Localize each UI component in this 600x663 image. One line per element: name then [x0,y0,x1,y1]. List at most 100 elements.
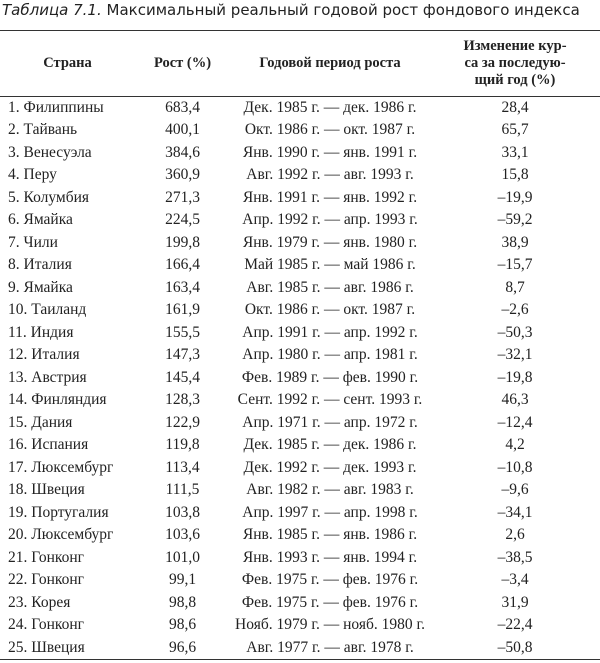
table-cell: 14. Финляндия [8,391,107,409]
table: Страна Рост (%) Годовой период роста Измене… [0,30,600,660]
column-header: Рост (%) [135,31,230,97]
table-cell: Дек. 1985 г. — дек. 1986 г. [243,436,417,454]
table-cell: Май 1985 г. — май 1986 г. [244,256,416,274]
table-row: 3. Венесуэла 384,6 Янв. 1990 г. — янв. 199… [0,142,600,165]
table-cell: 33,1 [501,143,529,161]
table-cell: 111,5 [165,481,200,499]
table-cell: 2. Тайвань [8,121,78,139]
table-cell: Апр. 1980 г. — апр. 1981 г. [242,346,418,364]
table-cell: 683,4 [165,99,200,116]
table-cell: –19,9 [497,188,533,206]
table-cell: –38,5 [497,548,533,566]
table-cell: Янв. 1993 г. — янв. 1994 г. [242,548,418,566]
table-cell: Фев. 1975 г. — фев. 1976 г. [241,593,419,611]
table-cell: 17. Люксембург [8,458,114,476]
table-cell: Апр. 1991 г. — апр. 1992 г. [242,323,418,341]
table-row: 20. Люксембург 103,6 Янв. 1985 г. — янв. 1… [0,524,600,547]
table-cell: 23. Корея [8,593,71,611]
table-cell: 65,7 [501,121,529,139]
table-row: 21. Гонконг 101,0 Янв. 1993 г. — янв. 1994… [0,547,600,570]
table-cell: 161,9 [165,301,200,319]
table-cell: Апр. 1992 г. — апр. 1993 г. [242,211,418,229]
table-cell: Апр. 1997 г. — апр. 1998 г. [242,503,418,521]
header-row: Страна Рост (%) Годовой период роста Измене… [0,30,600,97]
table-cell: 18. Швеция [8,481,85,499]
table-cell: 31,9 [501,593,529,611]
table-row: 25. Швеция 96,6 Авг. 1977 г. — авг. 1978 г… [0,637,600,659]
table-cell: –10,8 [497,458,533,476]
table-cell: 119,8 [165,436,200,454]
table-cell: 271,3 [165,188,200,206]
table-cell: 28,4 [501,99,529,116]
table-row: 10. Таиланд 161,9 Окт. 1986 г. — окт. 1987… [0,299,600,322]
table-row: 6. Ямайка 224,5 Апр. 1992 г. — апр. 1993 г… [0,209,600,232]
header-line: щий год (%) [474,72,556,88]
table-cell: 224,5 [165,211,200,229]
table-cell: –15,7 [497,256,533,274]
table-cell: Окт. 1986 г. — окт. 1987 г. [244,301,416,319]
table-cell: –9,6 [501,481,529,499]
table-cell: 5. Колумбия [8,188,90,206]
table-cell: –59,2 [497,211,533,229]
table-cell: 12. Италия [8,346,80,364]
table-cell: 384,6 [165,143,200,161]
table-cell: 16. Испания [8,436,89,454]
table-cell: 98,8 [168,593,197,611]
table-cell: Янв. 1990 г. — янв. 1991 г. [242,143,418,161]
header-line: са за последую- [464,55,566,71]
table-cell: 4,2 [505,436,525,454]
table-cell: Авг. 1982 г. — авг. 1983 г. [246,481,414,499]
table-cell: Дек. 1992 г. — дек. 1993 г. [243,458,417,476]
table-row: 11. Индия 155,5 Апр. 1991 г. — апр. 1992 г… [0,322,600,345]
table-cell: 400,1 [165,121,200,139]
table-cell: 101,0 [165,548,200,566]
table-cell: –19,8 [497,368,533,386]
table-cell: –2,6 [501,301,529,319]
header-line: Страна [43,55,92,71]
table-cell: 11. Индия [8,323,74,341]
table-row: 23. Корея 98,8 Фев. 1975 г. — фев. 1976 г.… [0,592,600,615]
table-row: 19. Португалия 103,8 Апр. 1997 г. — апр. 1… [0,502,600,525]
table-cell: –34,1 [497,503,533,521]
table-row: 14. Финляндия 128,3 Сент. 1992 г. — сент. … [0,389,600,412]
column-header: Изменение кур-са за последую-щий год (%) [430,31,600,97]
table-row: 22. Гонконг 99,1 Фев. 1975 г. — фев. 1976 … [0,569,600,592]
caption-text: Максимальный реальный годовой рост фондо… [106,1,580,19]
header-line: Рост (%) [153,55,212,71]
table-cell: Авг. 1977 г. — авг. 1978 г. [246,638,414,656]
table-cell: Дек. 1985 г. — дек. 1986 г. [243,99,417,116]
table-cell: 113,4 [165,458,200,476]
table-cell: Окт. 1986 г. — окт. 1987 г. [244,121,416,139]
column-header: Страна [0,31,135,97]
table-cell: Фев. 1975 г. — фев. 1976 г. [241,571,419,589]
table-row: 4. Перу 360,9 Авг. 1992 г. — авг. 1993 г. 1… [0,164,600,187]
table-cell: 22. Гонконг [8,571,85,589]
table-cell: –32,1 [497,346,533,364]
table-cell: 10. Таиланд [8,301,87,319]
table-cell: 21. Гонконг [8,548,85,566]
table-cell: Апр. 1971 г. — апр. 1972 г. [242,413,418,431]
table-cell: 8. Италия [8,256,72,274]
header-line: Изменение кур- [463,38,567,54]
table-cell: 122,9 [165,413,200,431]
table-cell: 13. Австрия [8,368,87,386]
table-cell: 145,4 [165,368,200,386]
table-cell: Сент. 1992 г. — сент. 1993 г. [237,391,423,409]
table-cell: 38,9 [501,233,529,251]
table-row: 9. Ямайка 163,4 Авг. 1985 г. — авг. 1986 г… [0,277,600,300]
table-cell: –50,3 [497,323,533,341]
table-cell: 199,8 [165,233,200,251]
table-cell: 7. Чили [8,233,58,251]
table-cell: 4. Перу [8,166,57,184]
table-cell: 1. Филиппины [8,99,104,116]
table-cell: 2,6 [505,526,525,544]
table-row: 16. Испания 119,8 Дек. 1985 г. — дек. 1986… [0,434,600,457]
table-cell: 19. Португалия [8,503,109,521]
table-cell: 155,5 [165,323,200,341]
table-cell: 15,8 [501,166,529,184]
column-header: Годовой период роста [230,31,430,97]
table-cell: 3. Венесуэла [8,143,92,161]
table-cell: Янв. 1991 г. — янв. 1992 г. [242,188,418,206]
table-row: 5. Колумбия 271,3 Янв. 1991 г. — янв. 1992… [0,187,600,210]
